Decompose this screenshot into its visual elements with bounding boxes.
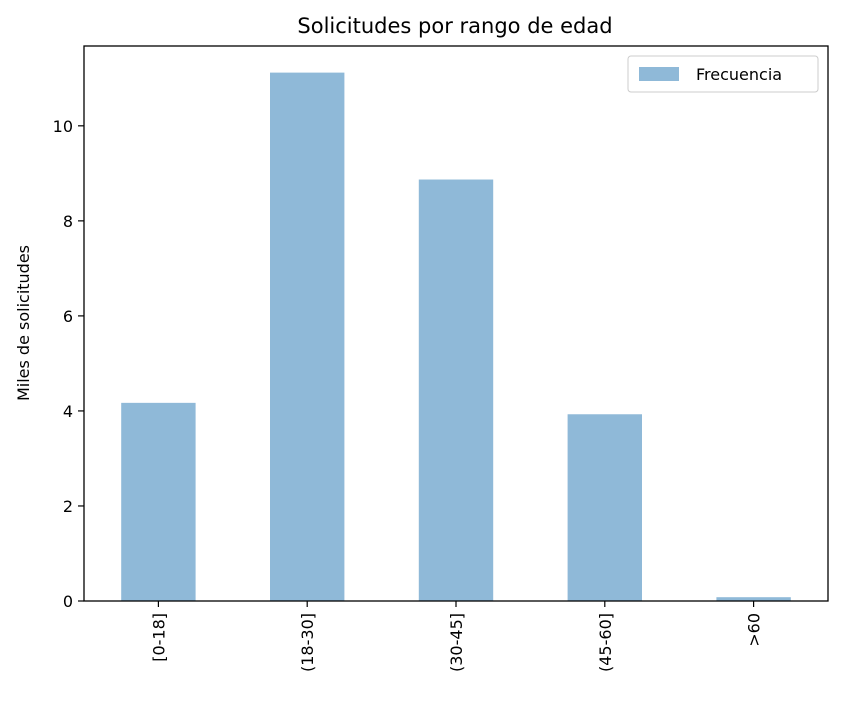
legend: Frecuencia [627, 55, 819, 93]
x-tick-label-2: (30-45] [447, 613, 466, 672]
chart-title: Solicitudes por rango de edad [297, 14, 612, 38]
y-axis-label: Miles de solicitudes [14, 245, 33, 401]
x-tick-label-4: >60 [745, 613, 764, 647]
bar-2 [418, 179, 494, 601]
y-tick-label-3: 6 [63, 307, 73, 326]
y-tick-label-0: 0 [63, 592, 73, 611]
legend-label: Frecuencia [696, 65, 782, 84]
y-tick-label-1: 2 [63, 497, 73, 516]
bar-4 [716, 597, 791, 601]
bar-3 [567, 414, 642, 601]
legend-box [627, 55, 819, 93]
y-tick-label-4: 8 [63, 212, 73, 231]
x-tick-label-1: (18-30] [298, 613, 317, 672]
plot-frame [83, 45, 829, 602]
y-tick-label-2: 4 [63, 402, 73, 421]
bar-1 [270, 72, 345, 601]
bars-group [121, 72, 791, 601]
x-tick-label-0: [0-18] [149, 613, 168, 662]
y-tick-label-5: 10 [53, 117, 73, 136]
x-tick-label-3: (45-60] [596, 613, 615, 672]
legend-swatch [639, 67, 679, 81]
y-axis: 0 2 4 6 8 10 [53, 117, 84, 611]
x-axis: [0-18] (18-30] (30-45] (45-60] >60 [149, 601, 764, 672]
bar-0 [121, 402, 196, 601]
